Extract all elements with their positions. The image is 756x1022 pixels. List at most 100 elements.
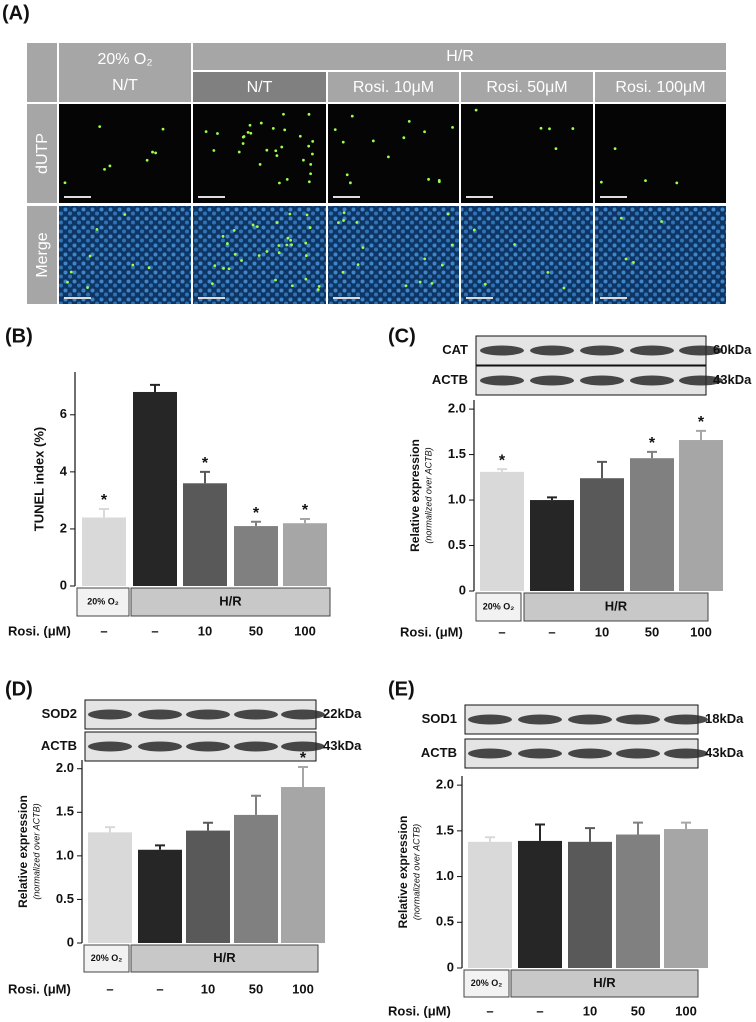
apoptotic-spot — [427, 177, 430, 181]
blot-band — [88, 741, 132, 752]
apoptotic-spot — [289, 238, 293, 242]
apoptotic-spot — [341, 270, 345, 274]
bar — [234, 526, 278, 586]
group-label: H/R — [219, 593, 242, 608]
y-tick-label: 0 — [60, 577, 67, 592]
apoptotic-spot — [95, 227, 99, 231]
blot-band — [234, 741, 278, 752]
significance-mark: * — [698, 414, 705, 431]
column-header-bg — [328, 72, 459, 102]
apoptotic-spot — [123, 213, 127, 216]
error-bar — [647, 450, 657, 459]
apoptotic-spot — [213, 264, 217, 268]
apoptotic-spot — [311, 152, 314, 156]
y-tick-label: 0.5 — [436, 914, 454, 929]
apoptotic-spot — [285, 177, 289, 181]
blot-band — [580, 375, 624, 386]
y-tick-label: 1.5 — [448, 446, 466, 461]
x-tick-label: – — [486, 1003, 493, 1018]
apoptotic-spot — [437, 180, 441, 184]
blot-size: 43kDa — [713, 372, 752, 387]
apoptotic-spot — [307, 112, 311, 116]
y-axis-label: Relative expression — [396, 816, 410, 929]
apoptotic-spot — [632, 261, 635, 264]
blot-band — [480, 375, 524, 386]
apoptotic-spot — [345, 173, 349, 177]
x-tick-label: – — [100, 623, 107, 638]
apoptotic-spot — [308, 226, 312, 229]
group-label: 20% O₂ — [87, 596, 119, 606]
apoptotic-spot — [418, 280, 422, 284]
apoptotic-spot — [430, 282, 434, 285]
row-header-bg — [27, 104, 57, 203]
apoptotic-spot — [446, 212, 450, 216]
apoptotic-spot — [288, 212, 292, 216]
row-header: dUTP — [34, 133, 51, 174]
apoptotic-spot — [277, 181, 281, 185]
error-bar — [497, 468, 507, 472]
apoptotic-spot — [290, 243, 293, 247]
blot-band — [568, 748, 612, 759]
column-header: Rosi. 50μM — [486, 79, 567, 96]
apoptotic-spot — [241, 135, 245, 139]
bar — [283, 523, 327, 586]
apoptotic-spot — [546, 270, 550, 274]
dutp-image — [461, 104, 593, 203]
apoptotic-spot — [539, 126, 543, 130]
apoptotic-spot — [271, 127, 275, 130]
bar — [468, 841, 512, 968]
error-bar — [633, 821, 643, 835]
blot-band — [616, 748, 660, 759]
apoptotic-spot — [644, 179, 647, 183]
y-tick-label: 0 — [447, 959, 454, 974]
dutp-image — [595, 104, 726, 203]
y-axis-note: (normalized over ACTB) — [31, 803, 41, 899]
apoptotic-spot — [210, 282, 214, 286]
y-tick-label: 0.5 — [56, 891, 74, 906]
apoptotic-spot — [317, 285, 321, 288]
error-bar — [696, 429, 706, 441]
apoptotic-spot — [286, 236, 290, 240]
x-tick-label: 10 — [583, 1003, 597, 1018]
blot-band — [630, 345, 674, 356]
apoptotic-spot — [474, 108, 478, 112]
apoptotic-spot — [624, 257, 628, 261]
apoptotic-spot — [222, 266, 225, 270]
apoptotic-spot — [316, 288, 320, 291]
y-axis-label: Relative expression — [408, 439, 422, 552]
error-bar — [681, 821, 691, 830]
blot-band — [530, 375, 574, 386]
apoptotic-spot — [562, 286, 566, 290]
bar — [186, 830, 230, 943]
error-bar — [150, 383, 160, 392]
blot-band — [281, 709, 325, 720]
blot-size: 43kDa — [705, 745, 744, 760]
apoptotic-spot — [145, 158, 149, 162]
group-label: 20% O₂ — [471, 978, 503, 988]
group-label: 20% O₂ — [483, 601, 515, 611]
x-tick-label: – — [156, 981, 163, 996]
group-header: H/R — [446, 48, 474, 65]
apoptotic-spot — [342, 219, 345, 222]
apoptotic-spot — [440, 263, 444, 267]
column-header: Rosi. 100μM — [615, 79, 705, 96]
y-tick-label: 1.5 — [56, 804, 74, 819]
blot-band — [186, 709, 230, 720]
apoptotic-spot — [237, 150, 241, 154]
row-header: Merge — [34, 232, 51, 277]
blot-name: ACTB — [421, 745, 457, 760]
bar — [82, 517, 126, 586]
apoptotic-spot — [285, 243, 289, 247]
apoptotic-spot — [554, 147, 558, 151]
x-tick-label: 50 — [631, 1003, 645, 1018]
apoptotic-spot — [309, 172, 313, 176]
x-tick-label: – — [536, 1003, 543, 1018]
apoptotic-spot — [227, 267, 231, 271]
group-box — [83, 944, 130, 973]
error-bar — [547, 496, 557, 501]
y-tick-label: 4 — [60, 463, 68, 478]
significance-mark: * — [499, 452, 506, 469]
apoptotic-spot — [402, 136, 406, 140]
apoptotic-spot — [246, 131, 250, 134]
